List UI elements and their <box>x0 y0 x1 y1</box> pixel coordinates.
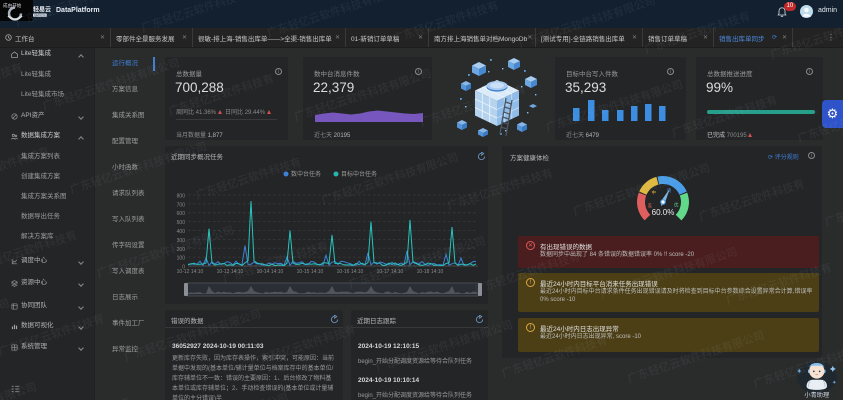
svg-text:10-13 14:10: 10-13 14:10 <box>217 269 244 275</box>
svg-text:100: 100 <box>177 256 186 262</box>
svg-text:10-12 14:10: 10-12 14:10 <box>177 269 204 275</box>
svg-text:10-18 14:10: 10-18 14:10 <box>417 269 444 275</box>
svg-text:800: 800 <box>177 194 186 200</box>
svg-text:10-14 14:10: 10-14 14:10 <box>257 269 284 275</box>
svg-text:小青助理: 小青助理 <box>804 391 829 399</box>
svg-text:700: 700 <box>177 202 186 208</box>
svg-text:200: 200 <box>177 247 186 253</box>
svg-text:10-15 14:10: 10-15 14:10 <box>297 269 324 275</box>
svg-text:600: 600 <box>177 211 186 217</box>
svg-text:轻易云: 轻易云 <box>33 6 51 14</box>
svg-text:中: 中 <box>652 189 657 196</box>
svg-text:400: 400 <box>177 229 186 235</box>
svg-text:QEASYCLOUD: QEASYCLOUD <box>34 14 52 17</box>
svg-text:目标中台任务: 目标中台任务 <box>341 170 377 178</box>
svg-text:10-16 14:10: 10-16 14:10 <box>337 269 364 275</box>
svg-text:300: 300 <box>177 238 186 244</box>
svg-text:优: 优 <box>674 201 679 208</box>
svg-text:10-17 14:10: 10-17 14:10 <box>377 269 404 275</box>
svg-text:数中台任务: 数中台任务 <box>291 170 321 178</box>
svg-text:500: 500 <box>177 220 186 226</box>
svg-text:60.0%: 60.0% <box>652 208 675 217</box>
